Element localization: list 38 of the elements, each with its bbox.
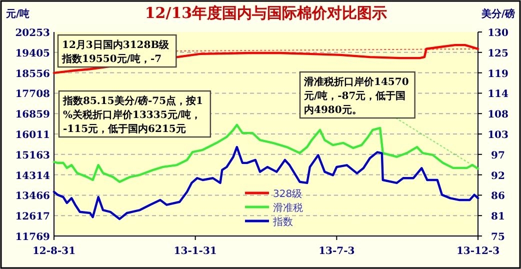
y-tick-label: 16859: [15, 110, 50, 121]
y2-tick-label: 103: [488, 130, 508, 141]
y2-tick-label: 75: [491, 232, 505, 243]
x-tick-label: 12-8-31: [32, 246, 76, 257]
y-tick-label: 12617: [15, 212, 50, 223]
x-tick-label: 13-12-3: [456, 246, 500, 257]
annotation: 滑准税折口岸价14570元/吨，-87元，低于国内4980元。: [303, 76, 409, 116]
y-tick-label: 11769: [15, 232, 50, 243]
y-tick-label: 15163: [15, 150, 50, 162]
x-tick-label: 13-1-31: [174, 246, 217, 257]
y2-tick-label: 108: [488, 110, 508, 121]
x-tick-label: 13-7-3: [318, 246, 355, 257]
annotation: 12月3日国内3128B级指数19550元/吨，-7: [57, 34, 177, 68]
y2-tick-label: 119: [488, 68, 508, 80]
y2-tick-label: 81: [491, 212, 505, 223]
y-axis-title: 元/吨: [5, 8, 30, 20]
y-tick-label: 16011: [15, 130, 50, 141]
y-tick-label: 20253: [15, 28, 50, 39]
y2-tick-label: 125: [488, 48, 508, 60]
y2-tick-label: 97: [491, 150, 505, 162]
legend-label: 指数: [272, 216, 293, 228]
y2-tick-label: 114: [488, 89, 508, 100]
annotation: 指数85.15美分/磅-75点，按1%关税折口岸价13335元/吨， -115元，低于国内6215元: [62, 95, 204, 135]
y2-tick-label: 92: [491, 170, 505, 182]
y2-tick-label: 130: [488, 28, 508, 39]
y2-axis-title: 美分/磅: [480, 8, 515, 20]
y-tick-label: 18556: [15, 68, 50, 80]
chart-title: 12/13年度国内与国际棉价对比图示: [144, 4, 388, 22]
y-tick-label: 17708: [15, 89, 50, 100]
legend-label: 328级: [273, 188, 302, 200]
annotation: 滑准税折口岸价14570元/吨，-87元，低于国内4980元。: [299, 71, 416, 119]
y-tick-label: 19405: [15, 48, 50, 60]
y2-tick-label: 86: [491, 191, 505, 202]
legend-label: 滑准税: [273, 202, 303, 214]
annotation: 指数85.15美分/磅-75点，按1%关税折口岸价13335元/吨， -115元，低于国内6215元: [58, 90, 212, 138]
y-tick-label: 14314: [15, 170, 50, 182]
annotation: 12月3日国内3128B级指数19550元/吨，-7: [61, 39, 170, 65]
y-tick-label: 13466: [15, 191, 50, 202]
